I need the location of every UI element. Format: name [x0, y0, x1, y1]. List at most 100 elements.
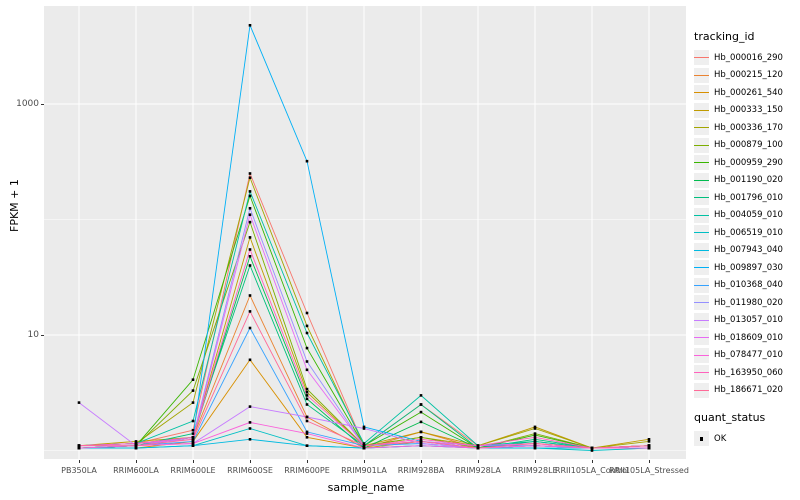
x-tick-label: RRIM600PE	[284, 466, 330, 475]
legend-item-Hb_000879_100: Hb_000879_100	[694, 137, 798, 155]
y-axis-title-text: FPKM + 1	[8, 179, 21, 232]
legend-title-tracking-id: tracking_id	[694, 30, 755, 43]
data-point	[77, 446, 81, 450]
data-point	[647, 438, 651, 441]
x-tick-label: RRIM928BA	[397, 466, 445, 475]
data-point	[419, 410, 423, 414]
data-point	[191, 442, 195, 445]
data-point	[419, 403, 423, 406]
data-point	[533, 425, 537, 429]
data-point	[533, 438, 537, 441]
data-point	[533, 446, 537, 450]
legend-item-label: OK	[714, 433, 727, 444]
data-point	[305, 159, 309, 163]
data-point	[248, 405, 252, 408]
data-point	[362, 425, 366, 429]
data-point	[419, 438, 423, 441]
data-point	[647, 446, 651, 450]
x-tick-label: RRIM928LE	[512, 466, 558, 475]
data-point	[305, 403, 309, 406]
data-point	[191, 378, 195, 381]
data-point	[590, 449, 594, 452]
line-key-icon	[694, 347, 709, 363]
legend-item-Hb_186671_020: Hb_186671_020	[694, 382, 798, 400]
legend-item-label: Hb_013057_010	[714, 315, 783, 326]
x-tick-label: RRIM901LA	[341, 466, 387, 475]
data-point	[191, 438, 195, 441]
legend-item-label: Hb_000016_290	[714, 52, 783, 63]
data-point	[419, 444, 423, 447]
data-point	[590, 446, 594, 450]
line-key-icon	[694, 50, 709, 66]
x-tick-label: RRIM600LE	[170, 466, 216, 475]
x-tick-mark	[136, 460, 137, 463]
data-point	[134, 442, 138, 445]
legend-item-label: Hb_001796_010	[714, 192, 783, 203]
x-tick-mark	[364, 460, 365, 463]
legend-item-label: Hb_009897_030	[714, 262, 783, 273]
legend-item-label: Hb_078477_010	[714, 350, 783, 361]
data-point	[248, 236, 252, 239]
x-tick-mark	[592, 460, 593, 463]
legend-item-label: Hb_018609_010	[714, 332, 783, 343]
line-key-icon	[694, 85, 709, 101]
point-key-icon	[694, 431, 709, 447]
legend-item-ok: OK	[694, 430, 798, 448]
x-tick-label: RRII105LA_Stressed	[609, 466, 689, 475]
data-point	[191, 436, 195, 439]
legend-item-Hb_000336_170: Hb_000336_170	[694, 119, 798, 137]
legend-item-Hb_000333_150: Hb_000333_150	[694, 102, 798, 120]
legend-item-label: Hb_000261_540	[714, 87, 783, 98]
data-point	[533, 444, 537, 447]
legend-item-label: Hb_163950_060	[714, 367, 783, 378]
data-point	[305, 390, 309, 394]
data-point	[305, 419, 309, 423]
data-point	[134, 446, 138, 450]
x-tick-mark	[250, 460, 251, 463]
data-point	[248, 421, 252, 424]
line-key-icon	[694, 67, 709, 83]
data-point	[647, 444, 651, 447]
data-point	[248, 207, 252, 210]
plot-panel	[44, 6, 686, 459]
data-point	[419, 442, 423, 445]
legend-item-Hb_001796_010: Hb_001796_010	[694, 189, 798, 207]
data-point	[362, 427, 366, 430]
data-point	[533, 427, 537, 430]
legend-item-label: Hb_001190_020	[714, 175, 783, 186]
legend-item-Hb_163950_060: Hb_163950_060	[694, 364, 798, 382]
legend-item-label: Hb_186671_020	[714, 385, 783, 396]
legend-item-Hb_010368_040: Hb_010368_040	[694, 277, 798, 295]
x-tick-label: RRIM600LA	[113, 466, 159, 475]
legend-item-label: Hb_006519_010	[714, 227, 783, 238]
data-point	[419, 420, 423, 424]
data-point	[248, 358, 252, 362]
data-point	[305, 331, 309, 335]
data-point	[248, 24, 252, 27]
legend-item-label: Hb_004059_010	[714, 210, 783, 221]
y-axis-title: FPKM + 1	[8, 179, 21, 232]
line-key-icon	[694, 137, 709, 153]
data-point	[248, 248, 252, 251]
line-key-icon	[694, 120, 709, 136]
data-point	[248, 213, 252, 216]
legend-item-Hb_078477_010: Hb_078477_010	[694, 347, 798, 365]
line-key-icon	[694, 190, 709, 206]
data-point	[248, 310, 252, 313]
legend-item-Hb_009897_030: Hb_009897_030	[694, 259, 798, 277]
line-key-icon	[694, 207, 709, 223]
legend-item-Hb_011980_020: Hb_011980_020	[694, 294, 798, 312]
line-key-icon	[694, 260, 709, 276]
data-point	[419, 440, 423, 443]
data-point	[305, 436, 309, 439]
line-key-icon	[694, 155, 709, 171]
data-point	[419, 394, 423, 397]
line-key-icon	[694, 382, 709, 398]
data-point	[248, 326, 252, 330]
line-key-icon	[694, 330, 709, 346]
data-point	[248, 438, 252, 441]
line-key-icon	[694, 277, 709, 293]
x-tick-mark	[478, 460, 479, 463]
data-point	[134, 444, 138, 447]
